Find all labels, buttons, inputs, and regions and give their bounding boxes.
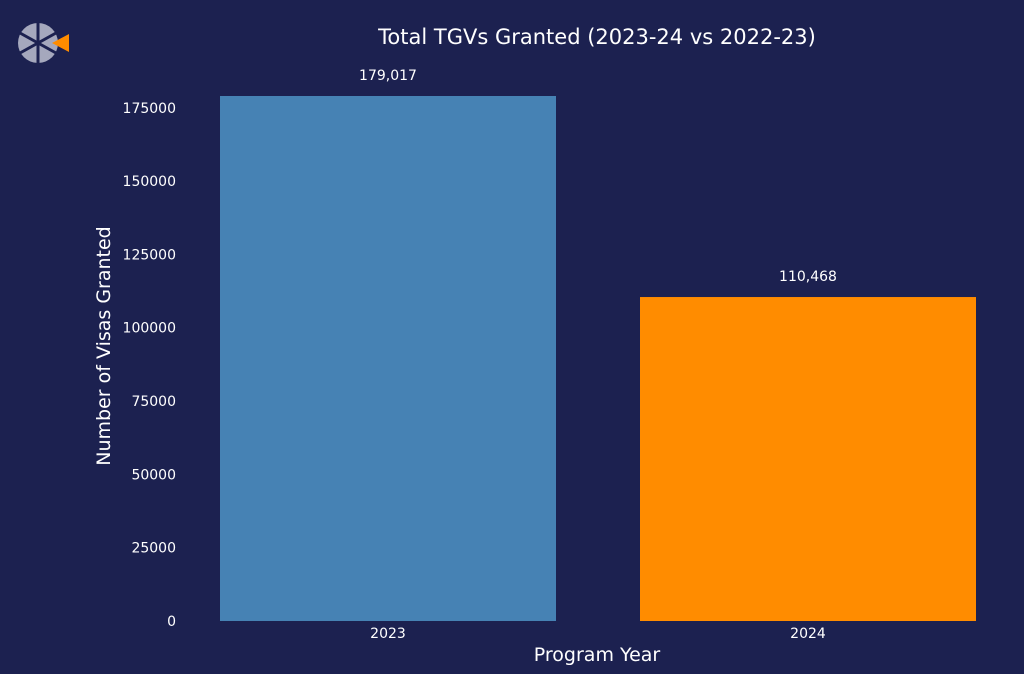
y-axis-title: Number of Visas Granted <box>93 226 115 465</box>
y-tick-label: 75000 <box>131 394 176 410</box>
x-tick-label: 2024 <box>790 626 826 642</box>
y-axis-ticks: 0 25000 50000 75000 100000 125000 150000 175000 <box>123 101 176 630</box>
y-tick-label: 0 <box>167 614 176 630</box>
y-tick-label: 25000 <box>131 541 176 557</box>
bars <box>220 96 976 621</box>
chart-title: Total TGVs Granted (2023-24 vs 2022-23) <box>377 25 816 49</box>
x-axis-title: Program Year <box>534 644 661 666</box>
bar-value-label: 110,468 <box>779 269 837 285</box>
bar-2024 <box>640 297 976 621</box>
data-labels: 179,017 110,468 <box>359 68 837 285</box>
y-tick-label: 150000 <box>123 174 176 190</box>
bar-2023 <box>220 96 556 621</box>
y-tick-label: 100000 <box>123 321 176 337</box>
y-tick-label: 125000 <box>123 247 176 263</box>
bar-value-label: 179,017 <box>359 68 417 84</box>
y-tick-label: 175000 <box>123 101 176 117</box>
x-axis-ticks: 2023 2024 <box>370 626 826 642</box>
x-tick-label: 2023 <box>370 626 406 642</box>
y-tick-label: 50000 <box>131 467 176 483</box>
brand-logo-icon <box>18 22 69 64</box>
